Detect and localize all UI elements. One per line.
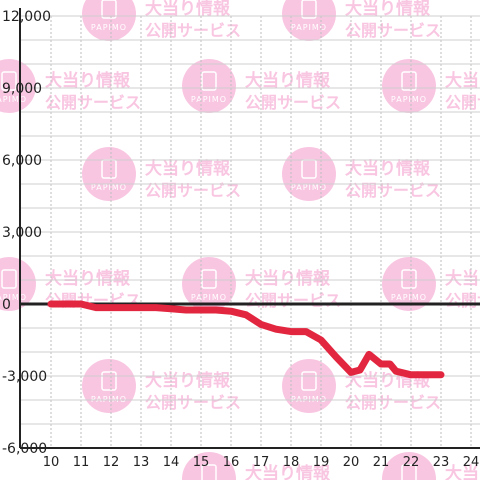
watermark-subtitle: 公開サービス <box>245 291 341 310</box>
watermark-badge <box>282 359 336 413</box>
axes-layer <box>19 8 480 449</box>
watermark-badge <box>282 147 336 201</box>
y-tick-label: 3,000 <box>2 225 42 241</box>
watermark-title: 大当り情報 <box>245 463 331 480</box>
series-layer <box>47 300 445 379</box>
watermark-subtitle: 公開サービス <box>145 181 241 200</box>
watermark-badge <box>82 0 136 41</box>
phone-icon <box>401 71 417 91</box>
watermark-badge <box>182 452 236 485</box>
watermark-badge <box>282 0 336 41</box>
grid-layer <box>20 15 480 449</box>
watermark-badge-text: PAPIMO <box>391 293 427 302</box>
watermark-badge <box>82 147 136 201</box>
watermark-badge <box>182 257 236 311</box>
y-tick-label: -3,000 <box>2 369 47 385</box>
x-tick-label: 13 <box>133 455 150 470</box>
phone-icon <box>1 71 17 91</box>
watermark-badge <box>382 452 436 485</box>
x-tick-label: 24 <box>463 455 480 470</box>
watermark-title: 大当り情報 <box>345 0 431 19</box>
phone-icon <box>301 371 317 391</box>
y-tick-label: 12,000 <box>2 9 51 25</box>
watermark-badge-text: PAPIMO <box>391 95 427 104</box>
watermark-title: 大当り情報 <box>445 268 480 289</box>
x-tick-label: 18 <box>283 455 300 470</box>
y-tick-label: 0 <box>2 297 11 313</box>
x-tick-label: 22 <box>403 455 420 470</box>
watermark-badge-text: PAPIMO <box>0 293 27 302</box>
x-tick-label: 14 <box>163 455 180 470</box>
phone-icon <box>101 371 117 391</box>
watermark-badge-text: PAPIMO <box>91 23 127 32</box>
watermark-badge-text: PAPIMO <box>291 183 327 192</box>
x-tick-label: 15 <box>193 455 210 470</box>
watermark-subtitle: 公開サービス <box>345 21 441 40</box>
watermark-badge-text: PAPIMO <box>191 293 227 302</box>
watermark-subtitle: 公開サービス <box>145 393 241 412</box>
watermark-subtitle: 公開サービス <box>445 93 480 112</box>
watermark-title: 大当り情報 <box>145 370 231 391</box>
x-tick-label: 19 <box>313 455 330 470</box>
watermark-title: 大当り情報 <box>245 70 331 91</box>
x-tick-label: 16 <box>223 455 240 470</box>
watermark-badge-text: PAPIMO <box>291 23 327 32</box>
watermark-subtitle: 公開サービス <box>245 93 341 112</box>
watermark-subtitle: 公開サービス <box>45 93 141 112</box>
watermark-title: 大当り情報 <box>145 158 231 179</box>
phone-icon <box>1 269 17 289</box>
watermark-subtitle: 公開サービス <box>145 21 241 40</box>
x-tick-label: 11 <box>73 455 90 470</box>
phone-icon <box>301 0 317 19</box>
watermark-title: 大当り情報 <box>145 0 231 19</box>
phone-icon <box>401 269 417 289</box>
x-tick-label: 17 <box>253 455 270 470</box>
watermark-subtitle: 公開サービス <box>345 393 441 412</box>
watermark-badge <box>382 59 436 113</box>
y-tick-label: -6,000 <box>2 441 47 457</box>
watermark-badge <box>382 257 436 311</box>
phone-icon <box>101 0 117 19</box>
watermark-title: 大当り情報 <box>45 268 131 289</box>
x-tick-label: 21 <box>373 455 390 470</box>
y-tick-label: 9,000 <box>2 81 42 97</box>
watermark-subtitle: 公開サービス <box>345 181 441 200</box>
y-tick-label: 6,000 <box>2 153 42 169</box>
series-line <box>47 300 445 379</box>
watermark-title: 大当り情報 <box>245 268 331 289</box>
watermark-badge-text: PAPIMO <box>91 183 127 192</box>
watermark-badge-text: PAPIMO <box>191 95 227 104</box>
phone-icon <box>201 269 217 289</box>
watermark-title: 大当り情報 <box>45 70 131 91</box>
x-tick-label: 23 <box>433 455 450 470</box>
x-tick-label: 20 <box>343 455 360 470</box>
watermark-badge <box>82 359 136 413</box>
watermark-subtitle: 公開サービス <box>445 291 480 310</box>
watermark-title: 大当り情報 <box>345 158 431 179</box>
x-tick-label: 12 <box>103 455 120 470</box>
watermark-title: 大当り情報 <box>445 463 480 480</box>
phone-icon <box>201 71 217 91</box>
x-tick-label: 10 <box>43 455 60 470</box>
watermark-badge <box>182 59 236 113</box>
watermark-badge-text: PAPIMO <box>0 95 27 104</box>
